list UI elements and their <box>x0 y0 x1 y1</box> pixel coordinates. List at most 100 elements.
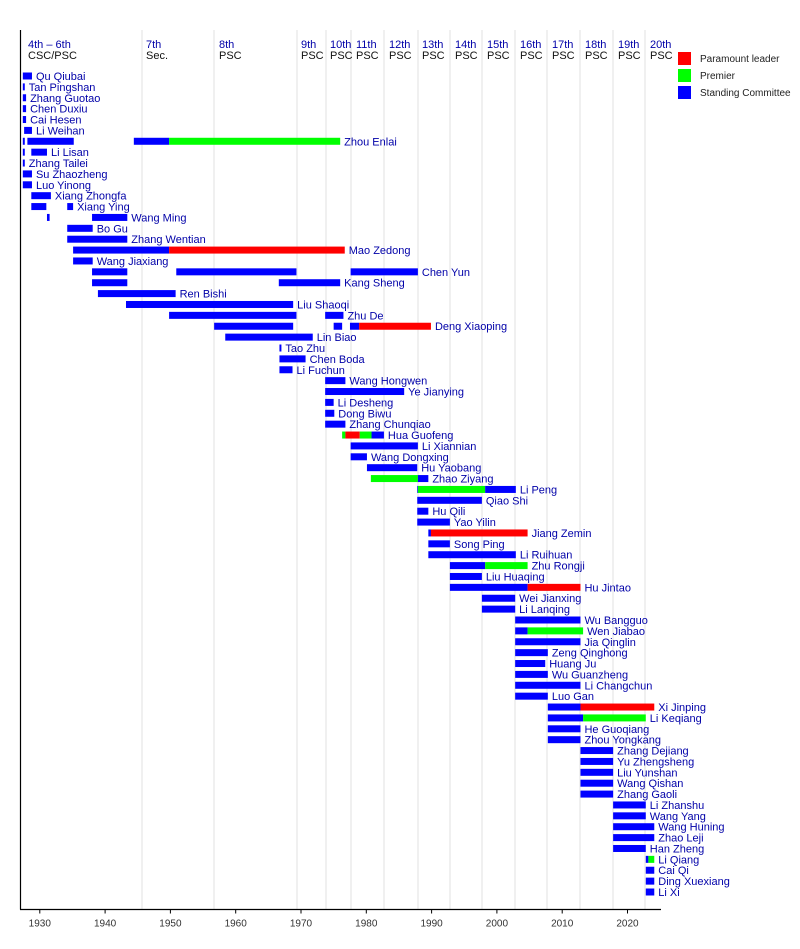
congress-label-body: PSC <box>552 50 575 62</box>
bar-segment <box>580 790 614 798</box>
congress-label-number: 4th – 6th <box>28 39 71 51</box>
bar-segment <box>46 213 50 221</box>
congress-label-number: 15th <box>487 39 508 51</box>
bar-segment <box>481 605 516 613</box>
congress-label-number: 14th <box>455 39 476 51</box>
name-label: Yu Zhengsheng <box>617 756 694 768</box>
name-label: Wang Hongwen <box>349 376 427 388</box>
congress-label-body: PSC <box>219 50 242 62</box>
bar-segment <box>333 322 343 330</box>
name-label: Wang Jiaxiang <box>97 256 169 268</box>
name-label: Tao Zhu <box>285 343 325 355</box>
bar-segment <box>22 105 27 113</box>
bar-segment <box>325 388 405 396</box>
congress-headers: 4th – 6thCSC/PSC7thSec.8thPSC9thPSC10thP… <box>28 39 673 62</box>
bar-segment <box>645 877 655 885</box>
bar-segment <box>370 475 418 483</box>
bar-segment <box>325 409 335 417</box>
bar-segment <box>27 137 74 145</box>
congress-label-number: 17th <box>552 39 573 51</box>
bar-segment <box>449 583 528 591</box>
x-tick-label: 1980 <box>355 919 378 930</box>
name-label: Ding Xuexiang <box>658 876 730 888</box>
name-label: Xi Jinping <box>658 702 706 714</box>
x-tick-label: 1990 <box>420 919 443 930</box>
congress-label-number: 12th <box>389 39 410 51</box>
bar-segment <box>613 801 646 809</box>
name-label: Li Fuchun <box>297 365 345 377</box>
bar-segment <box>279 366 293 374</box>
name-label: Wang Ming <box>131 212 186 224</box>
bars <box>22 72 655 896</box>
bar-segment <box>613 834 655 842</box>
bar-segment <box>125 300 294 308</box>
name-label: Xiang Ying <box>77 202 130 214</box>
bar-segment <box>428 540 450 548</box>
bar-segment <box>417 507 429 515</box>
bar-segment <box>22 181 32 189</box>
bar-segment <box>527 627 584 635</box>
legend-label: Paramount leader <box>700 54 780 65</box>
congress-label-body: PSC <box>301 50 324 62</box>
bar-segment <box>22 170 32 178</box>
name-label: Lin Biao <box>317 332 357 344</box>
name-label: Zhang Gaoli <box>617 789 677 801</box>
name-label: Hu Qili <box>432 506 465 518</box>
name-label: Li Peng <box>520 484 557 496</box>
congress-label-number: 13th <box>422 39 443 51</box>
legend-label: Premier <box>700 71 736 82</box>
bar-segment <box>22 83 25 91</box>
bar-segment <box>22 159 25 167</box>
bar-segment <box>24 126 32 134</box>
name-label: Li Xi <box>658 887 679 899</box>
congress-label-body: Sec. <box>146 50 168 62</box>
bar-segment <box>645 866 655 874</box>
x-tick-label: 2010 <box>551 919 574 930</box>
bar-segment <box>73 257 93 265</box>
congress-label-number: 20th <box>650 39 671 51</box>
name-label: Wang Yang <box>650 811 706 823</box>
bar-segment <box>214 322 294 330</box>
bar-segment <box>417 496 482 504</box>
name-label: Liu Yunshan <box>617 767 677 779</box>
bar-segment <box>515 660 546 668</box>
bar-segment <box>428 551 516 559</box>
name-label: Zhu De <box>347 310 383 322</box>
bar-segment <box>580 768 614 776</box>
congress-label-number: 18th <box>585 39 606 51</box>
congress-label-body: PSC <box>520 50 543 62</box>
bar-segment <box>580 779 614 787</box>
congress-label-body: PSC <box>585 50 608 62</box>
name-label: Zhang Chunqiao <box>349 419 430 431</box>
bar-segment <box>547 714 584 722</box>
legend-swatch <box>678 69 691 82</box>
name-label: Han Zheng <box>650 843 704 855</box>
name-label: Jia Qinglin <box>584 637 635 649</box>
bar-segment <box>645 888 655 896</box>
congress-label-number: 7th <box>146 39 161 51</box>
name-label: Qu Qiubai <box>36 71 86 83</box>
bar-segment <box>613 812 646 820</box>
congress-label-body: PSC <box>356 50 379 62</box>
bar-segment <box>22 148 25 156</box>
bar-segment <box>515 638 581 646</box>
name-label: Zhao Leji <box>658 833 703 845</box>
name-label: Li Qiang <box>658 854 699 866</box>
bar-segment <box>325 377 346 385</box>
congress-label-body: PSC <box>618 50 641 62</box>
name-label: Wang Huning <box>658 822 724 834</box>
name-label: Deng Xiaoping <box>435 321 507 333</box>
congress-label-number: 8th <box>219 39 234 51</box>
bar-segment <box>345 431 360 439</box>
name-label: Hua Guofeng <box>388 430 453 442</box>
name-label: Zhang Tailei <box>29 158 88 170</box>
bar-segment <box>547 736 581 744</box>
bar-segment <box>169 246 345 254</box>
name-label: Zhang Dejiang <box>617 746 689 758</box>
bar-segment <box>349 322 360 330</box>
x-tick-label: 1950 <box>159 919 182 930</box>
name-label: He Guoqiang <box>584 724 649 736</box>
bar-segment <box>31 148 47 156</box>
name-label: Li Lisan <box>51 147 89 159</box>
